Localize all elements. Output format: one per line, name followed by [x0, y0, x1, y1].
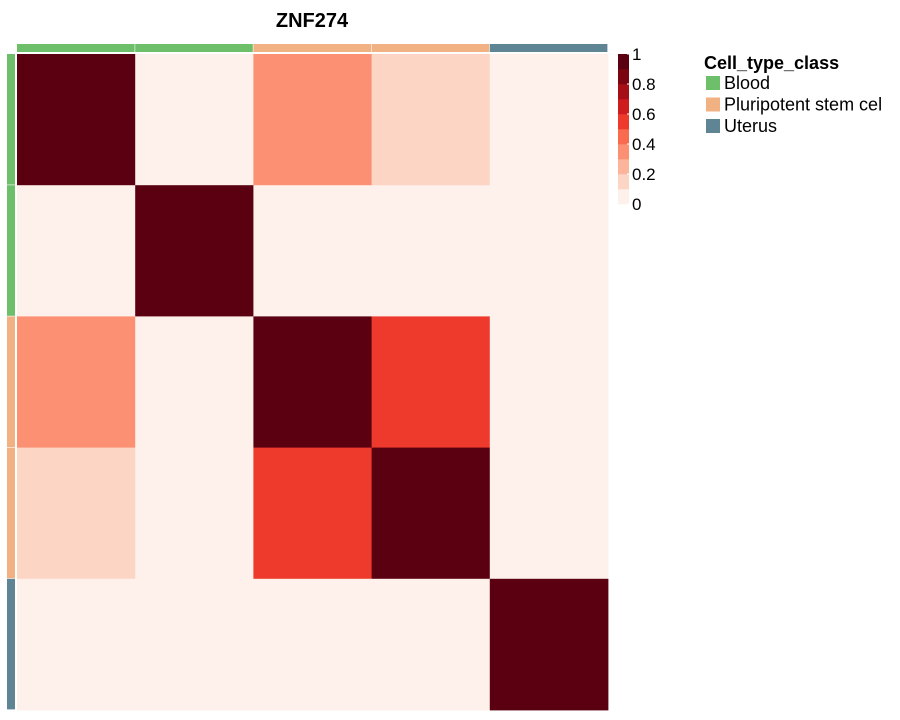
heatmap-cell: [489, 316, 609, 448]
heatmap-cell: [489, 185, 609, 317]
colorbar: 1 0.8 0.6 0.4 0.2 0: [618, 45, 656, 214]
heatmap-cell: [489, 54, 609, 186]
colorbar-segment: [618, 159, 629, 175]
heatmap-cell: [17, 185, 136, 317]
heatmap-cell: [371, 54, 491, 186]
colorbar-segment: [618, 189, 629, 205]
heatmap-cell: [253, 447, 372, 580]
colorbar-segment: [618, 99, 629, 115]
row-annotation-bar: [7, 54, 15, 710]
row-annotation-cell: [7, 578, 15, 710]
heatmap-cell: [253, 185, 372, 317]
legend-swatch: [706, 119, 720, 133]
colorbar-segment: [618, 54, 629, 70]
heatmap-cell: [135, 316, 254, 448]
colorbar-tick-label: 1: [632, 45, 641, 64]
heatmap-cell: [135, 54, 254, 186]
heatmap-cell: [17, 447, 136, 580]
chart-title: ZNF274: [276, 10, 349, 32]
colorbar-segment: [618, 69, 629, 85]
column-annotation-cell: [17, 44, 135, 52]
row-annotation-cell: [7, 185, 15, 316]
heatmap-cell: [371, 447, 491, 580]
heatmap-cell: [489, 447, 609, 580]
legend-label: Pluripotent stem cel: [724, 95, 882, 115]
heatmap-cell: [135, 578, 254, 711]
row-annotation-cell: [7, 447, 15, 579]
heatmap-cell: [17, 54, 136, 186]
colorbar-tick-label: 0.2: [632, 165, 656, 184]
colorbar-segment: [618, 174, 629, 190]
column-annotation-cell: [489, 44, 608, 52]
heatmap-cell: [489, 578, 609, 711]
legend-swatch: [706, 76, 720, 90]
heatmap-cell: [135, 447, 254, 580]
heatmap-cell: [371, 185, 491, 317]
column-annotation-bar: [17, 44, 608, 52]
heatmap-cell: [253, 578, 372, 711]
colorbar-segment: [618, 144, 629, 160]
heatmap-cell: [371, 578, 491, 711]
column-annotation-cell: [253, 44, 371, 52]
row-annotation-cell: [7, 54, 15, 185]
heatmap-cell: [253, 54, 372, 186]
heatmap-cell: [253, 316, 372, 448]
legend-title: Cell_type_class: [704, 53, 839, 73]
heatmap-cell: [135, 185, 254, 317]
colorbar-segment: [618, 84, 629, 100]
heatmap-cells: [17, 54, 609, 711]
colorbar-segment: [618, 114, 629, 130]
colorbar-tick-label: 0.6: [632, 105, 656, 124]
heatmap-cell: [371, 316, 491, 448]
row-annotation-cell: [7, 316, 15, 447]
heatmap-cell: [17, 316, 136, 448]
legend-swatch: [706, 97, 720, 112]
colorbar-segment: [618, 129, 629, 145]
legend-label: Uterus: [724, 116, 777, 136]
colorbar-tick-label: 0: [632, 195, 641, 214]
legend-label: Blood: [724, 73, 770, 93]
column-annotation-cell: [371, 44, 490, 52]
colorbar-tick-label: 0.4: [632, 135, 656, 154]
heatmap-cell: [17, 578, 136, 711]
column-annotation-cell: [135, 44, 253, 52]
colorbar-tick-label: 0.8: [632, 75, 656, 94]
